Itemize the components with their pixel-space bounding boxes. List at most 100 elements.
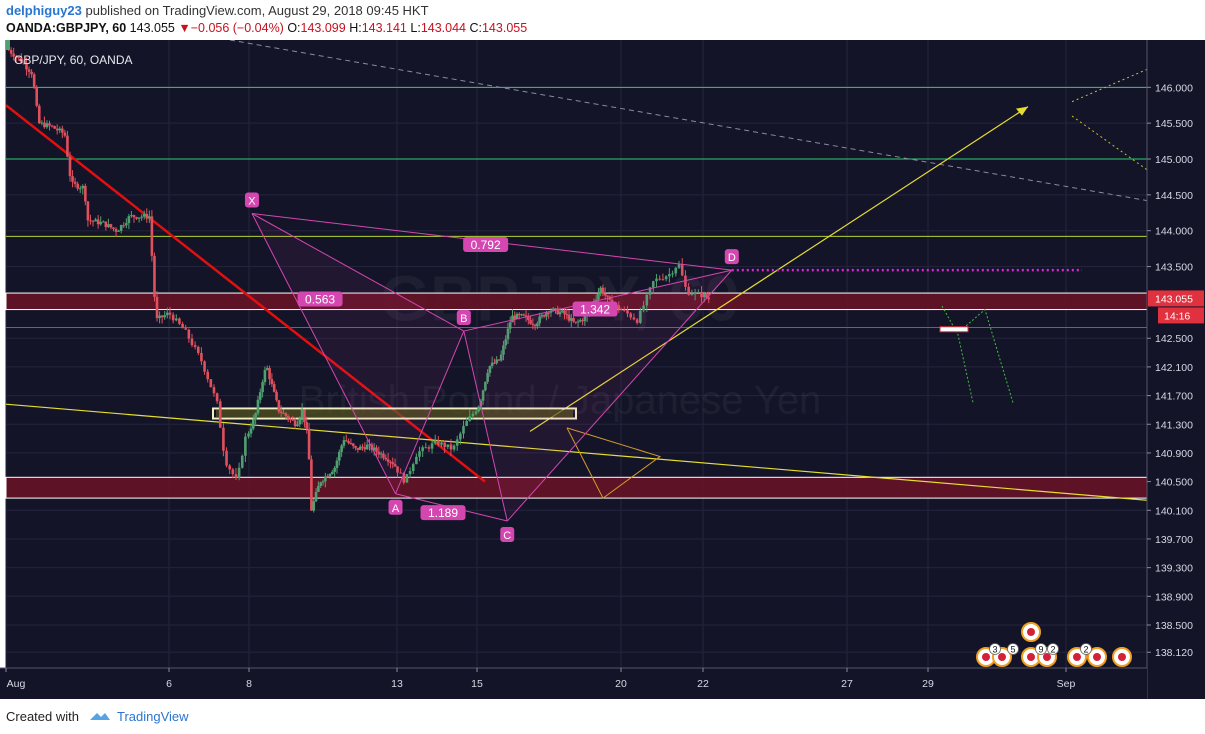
candle-body	[275, 391, 278, 401]
candle-body	[658, 278, 661, 280]
candle-body	[94, 219, 97, 222]
time-tick-label: 20	[615, 678, 627, 690]
candle-body	[603, 293, 607, 296]
candle-body	[312, 501, 316, 511]
candle-body	[130, 215, 133, 217]
candle-body	[606, 295, 609, 297]
candle-body	[356, 447, 360, 450]
candle-body	[481, 390, 485, 401]
candle-body	[181, 323, 184, 329]
price-tick-label: 145.500	[1155, 118, 1193, 130]
candle-body	[515, 313, 519, 320]
ratio-badge	[463, 237, 509, 253]
price-tick-label: 140.500	[1155, 477, 1193, 489]
pattern-leg	[463, 330, 508, 522]
time-tick-label: 6	[166, 678, 172, 690]
candle-body	[377, 451, 381, 455]
candle-body	[668, 274, 671, 277]
candle-body	[240, 455, 244, 468]
candle-body	[32, 74, 36, 88]
candle-body	[452, 445, 456, 450]
candle-body	[474, 411, 478, 414]
candle-body	[9, 50, 13, 54]
countdown-tag	[1158, 307, 1204, 324]
candle-body	[340, 445, 343, 452]
price-chart[interactable]: GBPJPY, 60British Pound / Japanese YenXA…	[0, 40, 1205, 699]
candle-body	[58, 128, 62, 131]
candle-body	[286, 415, 290, 419]
candle-body	[145, 214, 149, 219]
price-tick-label: 140.100	[1155, 505, 1193, 517]
candle-body	[661, 279, 665, 281]
candle-body	[127, 216, 131, 224]
candle-body	[533, 324, 537, 327]
candle-body	[22, 62, 26, 64]
candle-body	[520, 314, 523, 316]
candle-body	[317, 485, 320, 492]
consolidation-box	[212, 407, 577, 420]
candle-body	[551, 308, 555, 311]
candle-body	[690, 294, 694, 296]
time-tick-label: 27	[841, 678, 853, 690]
pattern-point-badge	[724, 249, 739, 265]
candle-body	[328, 474, 332, 477]
dotted-channel-line	[1071, 68, 1148, 103]
candle-body	[563, 310, 566, 315]
supply-demand-zone	[5, 476, 1148, 499]
event-flag-dot	[998, 653, 1006, 661]
candle-body	[178, 318, 181, 324]
price-tick-label: 138.120	[1155, 647, 1193, 659]
candle-body	[556, 308, 560, 315]
author-name[interactable]: delphiguy23	[6, 3, 82, 18]
candle-body	[440, 442, 443, 445]
event-flag-dot	[982, 653, 990, 661]
candle-body	[184, 328, 188, 330]
harmonic-pattern: X A B C D 0.563 0.792 1.342 1.189	[244, 192, 739, 543]
dashed-trend-line	[229, 40, 1148, 202]
candle-body	[268, 368, 271, 380]
price-tick-label: 145.000	[1155, 154, 1193, 166]
candle-body	[558, 311, 562, 315]
candle-body	[415, 456, 418, 465]
candle-body	[529, 320, 532, 324]
candle-body	[361, 446, 364, 448]
pattern-point-label-x: X	[248, 195, 256, 207]
candle-body	[73, 181, 77, 184]
candle-body	[430, 443, 434, 449]
projection-path	[941, 305, 974, 403]
candle-body	[196, 346, 200, 353]
candle-body	[565, 314, 569, 316]
tradingview-brand-link[interactable]: TradingView	[117, 709, 189, 724]
candle-body	[107, 224, 110, 228]
candle-body	[284, 413, 288, 416]
candle-body	[567, 314, 571, 321]
candle-body	[677, 264, 681, 268]
candle-body	[545, 312, 548, 317]
candle-body	[247, 433, 250, 437]
candle-body	[40, 122, 44, 124]
candle-body	[632, 317, 636, 320]
candle-body	[244, 436, 247, 456]
candle-body	[433, 440, 437, 444]
entry-marker	[939, 326, 969, 333]
candle-body	[89, 220, 92, 222]
candle-body	[700, 292, 703, 298]
plot-area	[6, 40, 1147, 668]
candle-body	[408, 470, 412, 475]
candle-body	[443, 442, 446, 448]
candle-body	[148, 216, 151, 219]
pattern-leg	[395, 330, 465, 494]
candle-body	[27, 69, 31, 72]
candle-body	[142, 214, 146, 217]
candle-body	[684, 275, 687, 287]
created-with-label: Created with	[6, 709, 79, 724]
candle-body	[542, 315, 546, 317]
candle-body	[291, 419, 295, 421]
candle-body	[17, 56, 21, 58]
candle-body	[411, 464, 415, 471]
candle-body	[37, 105, 41, 124]
consolidation-box-fill	[216, 409, 573, 418]
candle-body	[363, 447, 367, 450]
candle-body	[639, 310, 642, 323]
candle-body	[705, 294, 708, 298]
